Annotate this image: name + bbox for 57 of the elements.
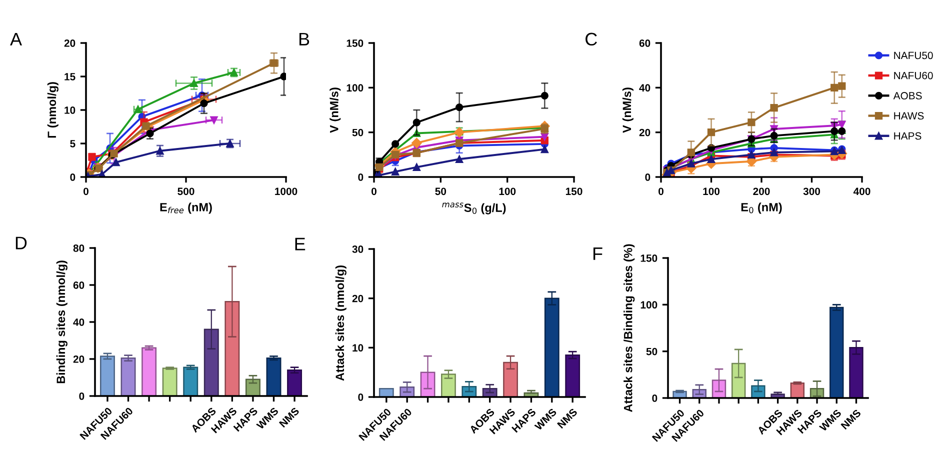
y-axis-title: Γ (nmol/g) bbox=[47, 82, 58, 138]
x-axis-title: E$_{free}$ (nM) bbox=[160, 202, 212, 214]
text: B bbox=[299, 32, 310, 46]
x-axis-title: E$_{0}$ (nM) bbox=[741, 202, 782, 214]
y-tick-label: 0 bbox=[79, 392, 84, 400]
y-tick-label: 5 bbox=[70, 140, 76, 148]
x-tick-label: 1000 bbox=[275, 188, 298, 196]
x-tick-label: 400 bbox=[853, 188, 870, 196]
y-tick-label: 0 bbox=[70, 174, 76, 181]
x-axis-title: $^{mass}$S$_{0}$ (g/L) bbox=[442, 202, 506, 214]
y-tick-label: 100 bbox=[640, 301, 658, 309]
y-axis-title: Binding sites (nmol/g) bbox=[56, 260, 68, 384]
y-tick-label: 50 bbox=[352, 128, 364, 136]
legend-label: NAFU60 bbox=[894, 72, 933, 80]
y-tick-label: 40 bbox=[73, 318, 84, 326]
x-tick-label: 0 bbox=[372, 188, 376, 196]
x-tick-label: 100 bbox=[499, 188, 516, 196]
x-tick-label: 500 bbox=[178, 188, 194, 196]
y-axis-title: Attack sites (nmol/g) bbox=[335, 266, 346, 381]
y-tick-label: 40 bbox=[639, 84, 650, 92]
y-tick-label: 60 bbox=[639, 40, 650, 47]
text: F bbox=[593, 247, 602, 260]
y-tick-label: 15 bbox=[64, 73, 76, 80]
x-tick-label: 300 bbox=[803, 188, 820, 196]
text: A bbox=[10, 32, 22, 46]
y-tick-label: 20 bbox=[64, 40, 76, 47]
x-tick-label: 0 bbox=[658, 188, 664, 196]
y-tick-label: 60 bbox=[73, 282, 84, 289]
y-tick-label: 20 bbox=[73, 356, 84, 363]
y-tick-label: 80 bbox=[73, 244, 84, 252]
y-tick-label: 150 bbox=[640, 254, 658, 262]
y-tick-label: 0 bbox=[652, 394, 658, 402]
text: D bbox=[16, 236, 27, 250]
x-tick-label: 150 bbox=[566, 188, 582, 196]
y-axis-title: Attack sites /Binding sites (%) bbox=[624, 244, 635, 412]
y-axis-title: V (nM/s) bbox=[622, 88, 634, 133]
x-tick-label: 50 bbox=[435, 188, 446, 196]
y-tick-label: 150 bbox=[346, 40, 364, 47]
x-tick-label: 100 bbox=[703, 188, 720, 196]
annotation: E bbox=[295, 238, 306, 250]
x-tick-label: 200 bbox=[753, 188, 770, 196]
legend-label: AOBS bbox=[893, 92, 922, 100]
y-tick-label: 100 bbox=[346, 84, 364, 92]
legend-label: HAWS bbox=[894, 112, 924, 120]
y-tick-label: 0 bbox=[358, 174, 364, 181]
y-tick-label: 0 bbox=[358, 394, 364, 401]
y-tick-label: 30 bbox=[352, 246, 364, 253]
y-tick-label: 20 bbox=[639, 128, 650, 136]
y-tick-label: 50 bbox=[646, 348, 658, 356]
legend-label: NAFU50 bbox=[894, 52, 933, 60]
y-tick-label: 20 bbox=[352, 294, 364, 302]
y-tick-label: 10 bbox=[352, 344, 364, 352]
y-tick-label: 0 bbox=[645, 174, 650, 181]
y-axis-title: V (nM/s) bbox=[330, 88, 341, 133]
legend-label: HAPS bbox=[894, 132, 922, 140]
y-tick-label: 10 bbox=[64, 106, 76, 114]
text: C bbox=[586, 32, 597, 46]
